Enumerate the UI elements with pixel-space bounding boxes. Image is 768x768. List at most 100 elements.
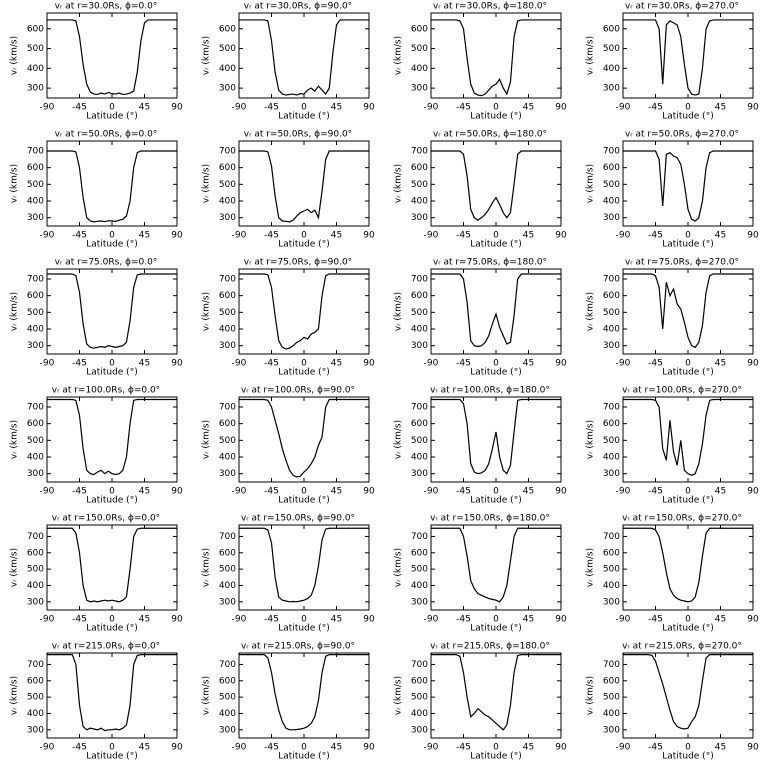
y-tick-label: 400 [603,325,620,335]
y-tick-label: 300 [411,469,428,479]
y-axis-label: vᵣ (km/s) [202,164,212,203]
x-tick-label: -45 [264,359,279,369]
x-tick-label: 0 [685,231,691,241]
x-tick-label: 90 [363,103,375,113]
x-axis-label: Latitude (°) [86,752,137,762]
y-tick-label: 500 [603,308,620,318]
panel-title: vᵣ at r=150.0Rs, ϕ=90.0° [241,514,355,524]
x-tick-label: -90 [616,231,631,241]
y-tick-label: 700 [27,532,44,542]
x-tick-label: 90 [363,231,375,241]
plot-frame [622,140,754,227]
y-axis-label: vᵣ (km/s) [202,292,212,331]
plot-frame [238,268,370,355]
y-tick-label: 300 [219,725,236,735]
data-line [239,273,369,350]
y-tick-label: 400 [219,64,236,74]
panel-title: vᵣ at r=150.0Rs, ϕ=0.0° [52,514,160,524]
x-tick-label: 45 [139,359,150,369]
x-tick-label: -45 [264,231,279,241]
x-tick-label: 45 [331,487,342,497]
panel: vᵣ at r=30.0Rs, ϕ=270.0° 300 400 500 600 -90 -… [586,2,759,122]
data-line [431,527,561,603]
panel-title: vᵣ at r=75.0Rs, ϕ=180.0° [433,258,547,268]
data-line [239,150,369,223]
x-tick-label: 0 [301,231,307,241]
y-tick-label: 600 [603,548,620,558]
panel: vᵣ at r=30.0Rs, ϕ=180.0° 300 400 500 600 -90 -… [394,2,567,122]
x-tick-label: -45 [648,615,663,625]
y-axis-label: vᵣ (km/s) [586,292,596,331]
y-tick-label: 300 [411,341,428,351]
x-tick-label: 0 [301,359,307,369]
y-tick-label: 500 [603,44,620,54]
data-line [431,273,561,348]
x-tick-label: 90 [555,231,567,241]
x-tick-label: 90 [555,615,567,625]
x-tick-label: 45 [331,615,342,625]
x-tick-label: 90 [171,231,183,241]
panel: vᵣ at r=100.0Rs, ϕ=180.0° 300 400 500 600 700… [394,386,567,506]
y-tick-label: 300 [27,341,44,351]
x-tick-label: 90 [171,103,183,113]
data-line [431,398,561,475]
x-tick-label: -90 [424,743,439,753]
y-tick-label: 500 [411,436,428,446]
plot-frame [238,396,370,483]
x-axis-label: Latitude (°) [662,496,713,506]
y-tick-label: 600 [27,24,44,34]
x-tick-label: 90 [555,359,567,369]
y-tick-label: 700 [27,403,44,413]
x-tick-label: 90 [363,743,375,753]
y-tick-label: 400 [219,709,236,719]
x-axis-label: Latitude (°) [470,752,521,762]
x-tick-label: 90 [171,615,183,625]
y-axis-label: vᵣ (km/s) [586,36,596,75]
y-tick-label: 400 [219,581,236,591]
y-tick-label: 300 [27,213,44,223]
x-tick-label: 45 [715,359,726,369]
y-tick-label: 400 [603,581,620,591]
y-tick-label: 500 [27,693,44,703]
data-line [623,150,753,222]
x-tick-label: -45 [456,359,471,369]
y-tick-label: 700 [219,147,236,157]
panel: vᵣ at r=215.0Rs, ϕ=270.0° 300 400 500 600 700… [586,642,759,762]
y-tick-label: 300 [603,725,620,735]
y-tick-label: 300 [219,597,236,607]
x-tick-label: 90 [747,231,759,241]
y-tick-label: 600 [603,163,620,173]
y-tick-label: 400 [411,64,428,74]
x-tick-label: -90 [616,103,631,113]
panel-title: vᵣ at r=30.0Rs, ϕ=0.0° [55,2,158,12]
y-tick-label: 300 [219,213,236,223]
y-tick-label: 600 [219,24,236,34]
panel: vᵣ at r=100.0Rs, ϕ=0.0° 300 400 500 600 700 -9… [10,386,183,506]
panel-title: vᵣ at r=215.0Rs, ϕ=90.0° [241,642,355,652]
x-tick-label: 45 [139,743,150,753]
x-tick-label: 0 [493,103,499,113]
x-tick-label: 45 [715,743,726,753]
x-tick-label: -45 [456,231,471,241]
y-tick-label: 600 [219,291,236,301]
plot-frame [430,12,562,99]
x-tick-label: -90 [232,359,247,369]
panel: vᵣ at r=30.0Rs, ϕ=90.0° 300 400 500 600 -90 -4… [202,2,375,122]
y-tick-label: 700 [27,147,44,157]
x-tick-label: -45 [648,487,663,497]
data-line [239,19,369,96]
x-axis-label: Latitude (°) [278,112,329,122]
x-tick-label: -90 [424,487,439,497]
y-tick-label: 600 [603,24,620,34]
x-axis-label: Latitude (°) [86,368,137,378]
y-tick-label: 700 [411,275,428,285]
y-tick-label: 300 [27,597,44,607]
y-tick-label: 500 [27,180,44,190]
y-tick-label: 700 [411,147,428,157]
plot-frame [238,524,370,611]
y-tick-label: 700 [411,532,428,542]
plot-frame [238,652,370,739]
y-tick-label: 500 [411,180,428,190]
y-tick-label: 500 [411,44,428,54]
panel: vᵣ at r=50.0Rs, ϕ=270.0° 300 400 500 600 700 -… [586,130,759,250]
